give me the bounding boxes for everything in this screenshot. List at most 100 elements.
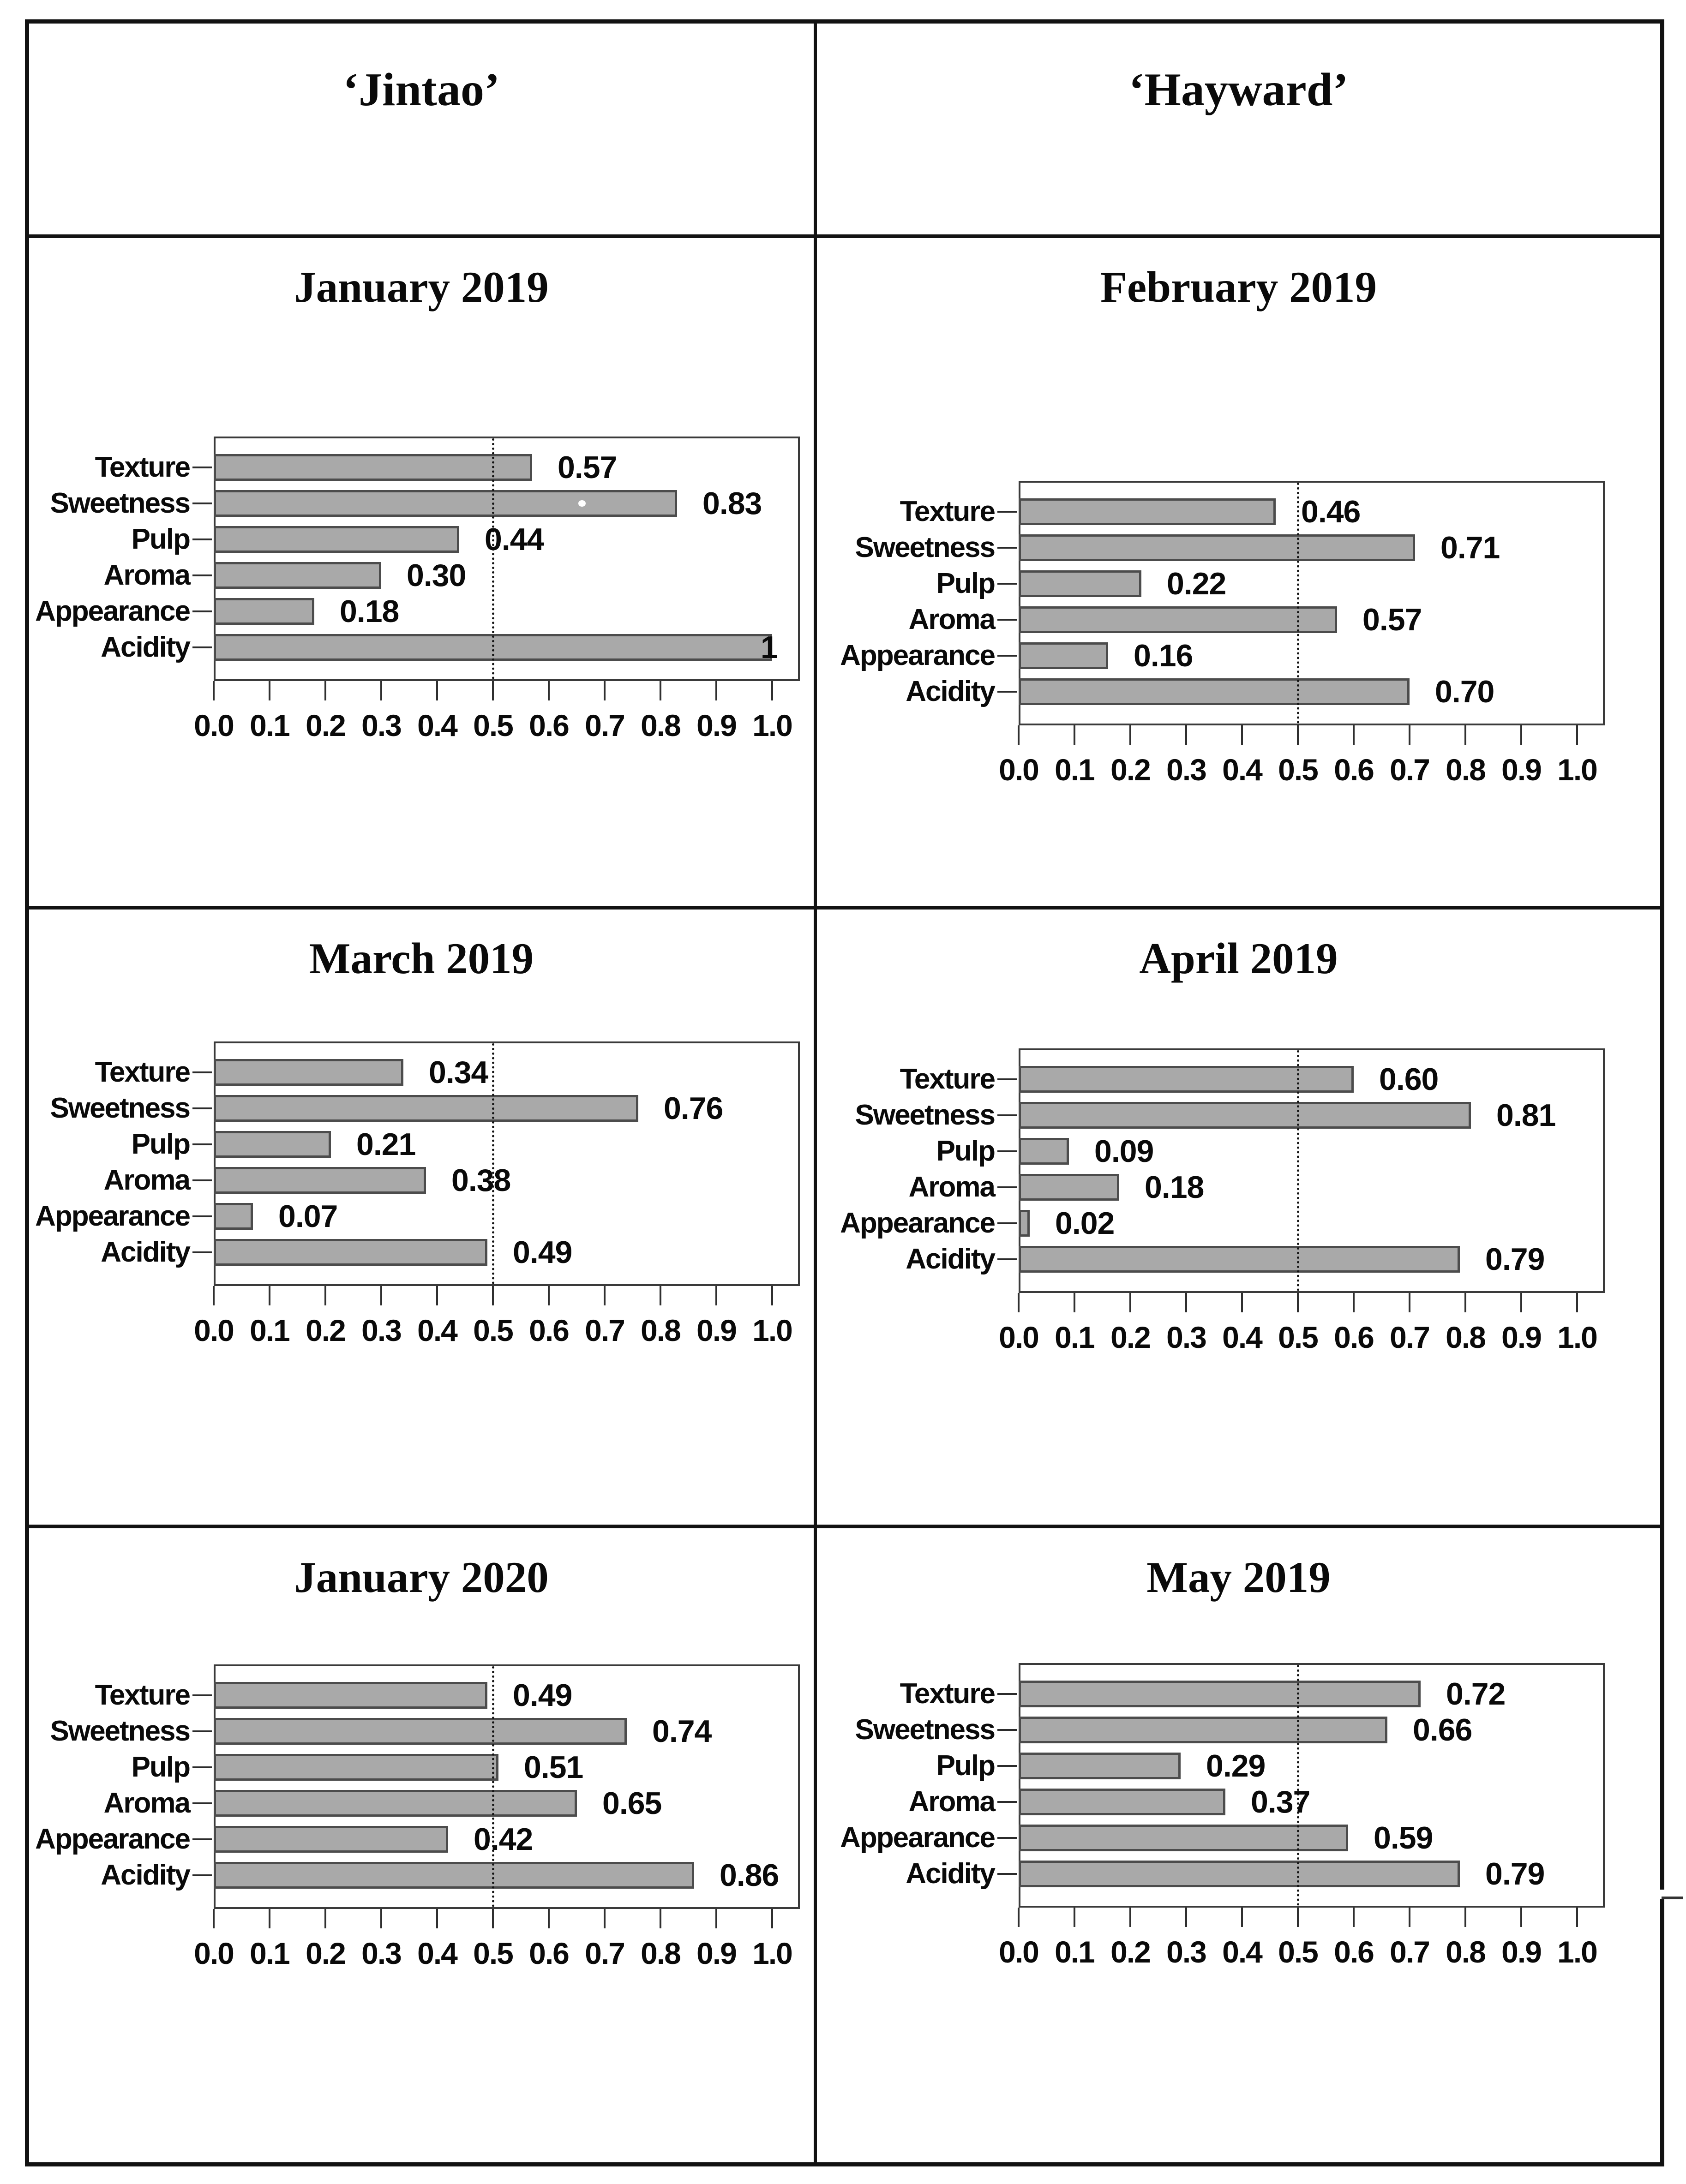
value-label-pulp: 0.21 — [356, 1127, 416, 1162]
x-axis-tick — [715, 1286, 717, 1305]
x-axis-tick — [1464, 1293, 1466, 1312]
x-axis-tick — [548, 681, 550, 700]
bar-texture — [214, 1059, 403, 1086]
reference-line — [492, 1666, 494, 1907]
bar-sweetness — [214, 1095, 638, 1122]
category-label-acidity: Acidity — [906, 1243, 996, 1275]
x-tick-label-1.0: 1.0 — [1557, 753, 1598, 787]
value-label-texture: 0.72 — [1446, 1676, 1506, 1711]
x-tick-label-0.0: 0.0 — [999, 1935, 1039, 1969]
bar-pulp — [214, 526, 459, 553]
value-label-aroma: 0.65 — [602, 1786, 662, 1821]
chart-title: February 2019 — [1100, 263, 1377, 311]
x-tick-label-0.8: 0.8 — [641, 708, 681, 742]
bar-texture — [214, 454, 532, 481]
y-axis-tick — [997, 1222, 1017, 1224]
x-axis-tick — [1297, 725, 1299, 745]
x-tick-label-0.2: 0.2 — [306, 1313, 346, 1347]
x-axis-tick — [269, 681, 270, 700]
x-axis-tick — [1297, 1908, 1299, 1927]
y-axis-tick — [192, 503, 212, 504]
x-tick-label-0.2: 0.2 — [306, 1936, 346, 1970]
category-label-appearance: Appearance — [35, 1200, 191, 1232]
x-tick-label-0.0: 0.0 — [999, 1320, 1039, 1354]
x-axis-tick — [1576, 725, 1578, 745]
reference-line — [1297, 483, 1299, 724]
x-tick-label-0.8: 0.8 — [1446, 1320, 1486, 1354]
value-label-appearance: 0.42 — [474, 1822, 533, 1857]
y-axis-tick — [192, 1251, 212, 1253]
y-axis-tick — [997, 1801, 1017, 1803]
category-label-texture: Texture — [900, 1678, 996, 1710]
value-label-texture: 0.60 — [1379, 1062, 1439, 1097]
x-tick-label-0.4: 0.4 — [1222, 753, 1263, 787]
bar-appearance — [1019, 1825, 1348, 1851]
x-tick-label-0.4: 0.4 — [417, 1936, 458, 1970]
y-axis-tick — [997, 655, 1017, 657]
x-tick-label-0.9: 0.9 — [696, 1313, 737, 1347]
y-axis-tick — [192, 1215, 212, 1217]
x-axis-tick — [436, 1909, 438, 1928]
x-axis-tick — [1409, 725, 1410, 745]
x-tick-label-0.3: 0.3 — [1166, 1320, 1207, 1354]
bar-texture — [1019, 1066, 1354, 1093]
category-label-sweetness: Sweetness — [855, 532, 996, 563]
reference-line — [492, 1043, 494, 1284]
x-tick-label-0.1: 0.1 — [250, 1936, 290, 1970]
x-axis-tick — [213, 1909, 215, 1928]
bar-aroma — [1019, 1789, 1225, 1815]
x-axis-tick — [1576, 1908, 1578, 1927]
x-tick-label-0.9: 0.9 — [696, 708, 737, 742]
x-axis-tick — [715, 1909, 717, 1928]
y-axis-tick — [192, 467, 212, 468]
x-axis-tick — [1185, 1293, 1187, 1312]
x-tick-label-0.4: 0.4 — [417, 708, 458, 742]
y-axis-tick — [997, 1114, 1017, 1116]
x-tick-label-0.6: 0.6 — [529, 1936, 570, 1970]
category-label-pulp: Pulp — [131, 523, 191, 555]
reference-line — [1297, 1665, 1299, 1906]
bar-aroma — [214, 562, 381, 589]
x-axis-tick — [324, 1286, 326, 1305]
value-label-sweetness: 0.83 — [702, 486, 762, 521]
bar-appearance — [1019, 642, 1108, 669]
y-axis-tick — [192, 1874, 212, 1876]
x-axis-tick — [324, 1909, 326, 1928]
bar-chart-may-2019: Texture 0.72 Sweetness 0.66 Pulp 0.29 Aroma 0.3… — [817, 1663, 1660, 2046]
panel-january-2019: January 2019 Texture 0.57 Sweetness 0.83 Pul… — [29, 238, 817, 906]
x-axis-tick — [213, 681, 215, 700]
x-tick-label-0.2: 0.2 — [306, 708, 346, 742]
x-tick-label-0.7: 0.7 — [1390, 1320, 1430, 1354]
x-tick-label-0.1: 0.1 — [250, 1313, 290, 1347]
category-label-sweetness: Sweetness — [50, 1715, 191, 1747]
reference-line — [1297, 1050, 1299, 1291]
chart-title: March 2019 — [309, 934, 534, 983]
y-axis-tick — [192, 1838, 212, 1840]
category-label-aroma: Aroma — [103, 1787, 191, 1819]
x-tick-label-0.9: 0.9 — [1501, 1935, 1542, 1969]
x-tick-label-0.2: 0.2 — [1110, 753, 1151, 787]
x-tick-label-0.0: 0.0 — [999, 753, 1039, 787]
bar-texture — [1019, 1681, 1421, 1707]
value-label-sweetness: 0.74 — [652, 1714, 712, 1749]
category-label-sweetness: Sweetness — [50, 487, 191, 519]
value-label-texture: 0.49 — [513, 1678, 572, 1713]
variety-title-hayward: ‘Hayward’ — [1128, 64, 1349, 116]
x-axis-tick — [1409, 1293, 1410, 1312]
bar-chart-april-2019: Texture 0.60 Sweetness 0.81 Pulp 0.09 Aroma 0.1… — [817, 1048, 1660, 1431]
x-tick-label-0.7: 0.7 — [585, 708, 625, 742]
category-label-pulp: Pulp — [131, 1128, 191, 1160]
category-label-sweetness: Sweetness — [855, 1099, 996, 1131]
x-tick-label-0.3: 0.3 — [361, 1313, 402, 1347]
x-tick-label-0.5: 0.5 — [473, 1313, 514, 1347]
value-label-aroma: 0.57 — [1362, 602, 1422, 637]
x-tick-label-0.0: 0.0 — [194, 708, 234, 742]
figure-table: ‘Jintao’ ‘Hayward’ January 2019 Texture 0… — [25, 19, 1664, 2166]
category-label-pulp: Pulp — [936, 568, 996, 599]
bar-pulp — [1019, 1138, 1069, 1165]
category-label-pulp: Pulp — [936, 1135, 996, 1167]
bar-acidity — [1019, 1246, 1460, 1273]
y-axis-tick — [192, 610, 212, 612]
x-tick-label-0.3: 0.3 — [1166, 1935, 1207, 1969]
value-label-sweetness: 0.76 — [664, 1091, 723, 1126]
